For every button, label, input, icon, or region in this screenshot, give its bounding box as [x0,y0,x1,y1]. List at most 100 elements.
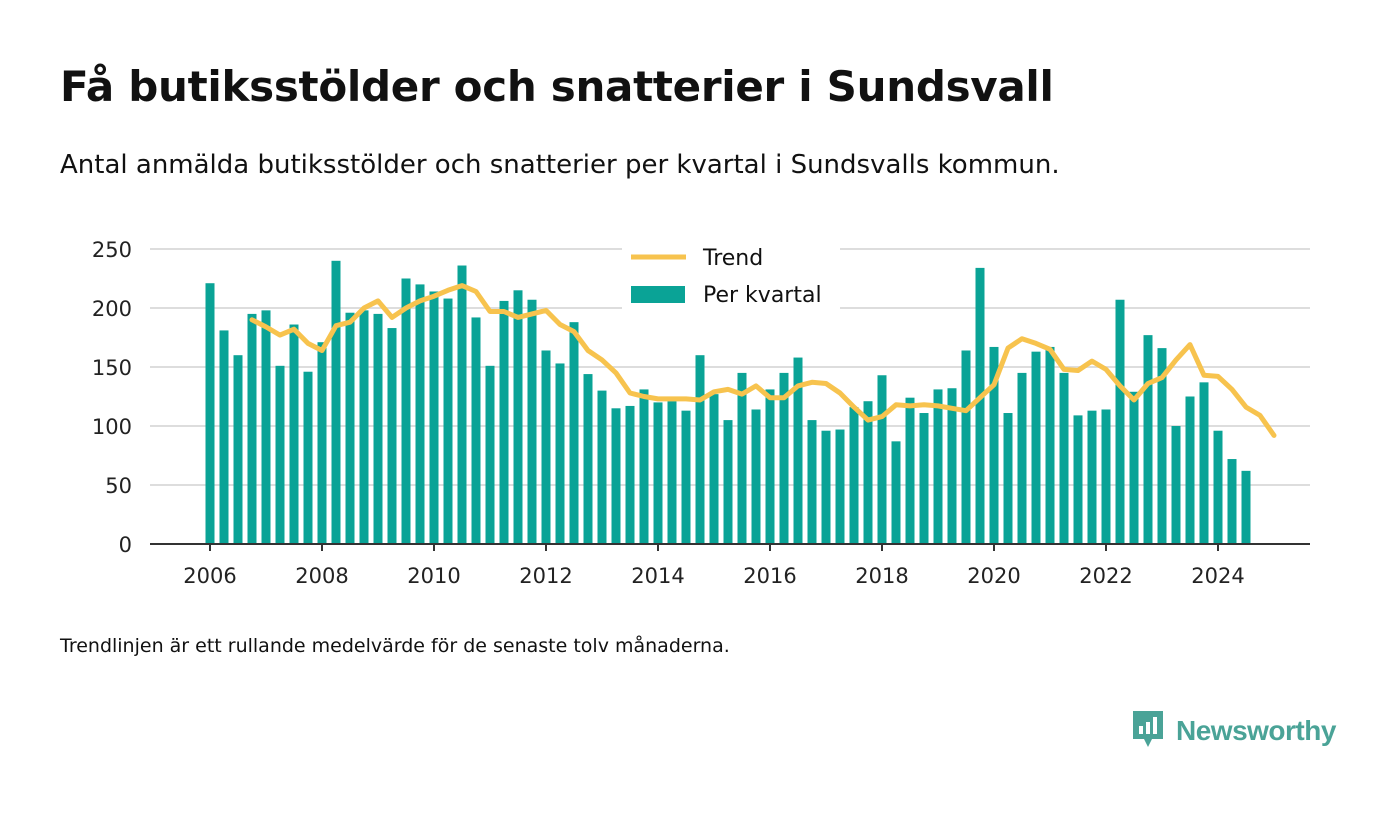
y-tick-label: 150 [92,356,132,380]
trend-line-group [249,283,1277,438]
bar [765,389,775,544]
bar [261,310,271,544]
x-tick-label: 2016 [743,564,796,588]
x-tick-label: 2008 [295,564,348,588]
bar [513,290,523,544]
bar [1241,470,1251,544]
bar [1003,413,1013,544]
bar [933,389,943,544]
y-tick-label: 50 [105,474,132,498]
bar [695,355,705,544]
bar [723,420,733,544]
bar [317,342,327,544]
x-tick-label: 2006 [183,564,236,588]
page-subtitle: Antal anmälda butiksstölder och snatteri… [60,150,1060,180]
bar [681,410,691,544]
bar [793,357,803,544]
bar [639,389,649,544]
bar [1199,382,1209,544]
bar [625,405,635,544]
bar-chart: 0 50 100 150 200 250 2006 2008 2010 2012 2014 2016… [92,238,1310,588]
x-axis-ticks: 2006 2008 2010 2012 2014 2016 2018 2020 2022 2024 [183,544,1245,588]
bar [247,313,257,544]
bar [373,313,383,544]
y-tick-label: 0 [119,533,132,557]
bar [1143,335,1153,544]
bar [905,397,915,544]
bar [807,420,817,544]
bar [569,322,579,544]
bar [359,310,369,544]
x-tick-label: 2012 [519,564,572,588]
bar [1185,396,1195,544]
bar [387,328,397,544]
bar [401,278,411,544]
brand-name: Newsworthy [1176,715,1336,746]
bar [555,363,565,544]
brand-logo[interactable]: Newsworthy [1130,708,1336,754]
bar [429,291,439,544]
legend-trend-label: Trend [702,246,763,271]
bar [597,390,607,544]
x-tick-label: 2014 [631,564,684,588]
bar [821,430,831,544]
bar [485,365,495,544]
bar [345,312,355,544]
x-tick-label: 2024 [1191,564,1244,588]
bar [1045,346,1055,544]
bar [415,284,425,544]
bar [1213,430,1223,544]
bar [1073,415,1083,544]
legend: Trend Per kvartal [622,240,840,330]
bar [1227,459,1237,544]
bar [1101,409,1111,544]
bar [667,401,677,544]
y-tick-label: 100 [92,415,132,439]
x-tick-label: 2010 [407,564,460,588]
bar [751,409,761,544]
trend-line [249,283,1277,438]
bar [1115,299,1125,544]
bar [1059,372,1069,544]
bar [877,375,887,544]
bar [863,401,873,544]
bar [457,265,467,544]
bar [1157,348,1167,544]
y-axis-ticks: 0 50 100 150 200 250 [92,238,132,557]
bar [219,330,229,544]
bar [499,300,509,544]
bar [1017,372,1027,544]
bar [835,429,845,544]
bar [443,298,453,544]
bar [961,350,971,544]
bar [947,388,957,544]
bar [1171,426,1181,544]
bar [709,394,719,544]
footnote: Trendlinjen är ett rullande medelvärde f… [60,635,730,657]
bars [205,260,1251,544]
y-tick-label: 250 [92,238,132,262]
bar [541,350,551,544]
bar [891,441,901,544]
bar [849,407,859,544]
x-tick-label: 2018 [855,564,908,588]
bar [1087,410,1097,544]
bar [919,413,929,544]
bar [653,402,663,544]
bar [275,365,285,544]
bar [583,374,593,544]
bar [527,299,537,544]
bar [975,267,985,544]
bar [611,408,621,544]
bar [1129,391,1139,544]
page-title: Få butiksstölder och snatterier i Sundsv… [60,62,1054,111]
bar [1031,351,1041,544]
legend-bar-swatch [631,286,685,303]
bar [303,371,313,544]
y-tick-label: 200 [92,297,132,321]
bar [205,283,215,544]
x-tick-label: 2022 [1079,564,1132,588]
bar [779,372,789,544]
bar [471,317,481,544]
bar [989,346,999,544]
